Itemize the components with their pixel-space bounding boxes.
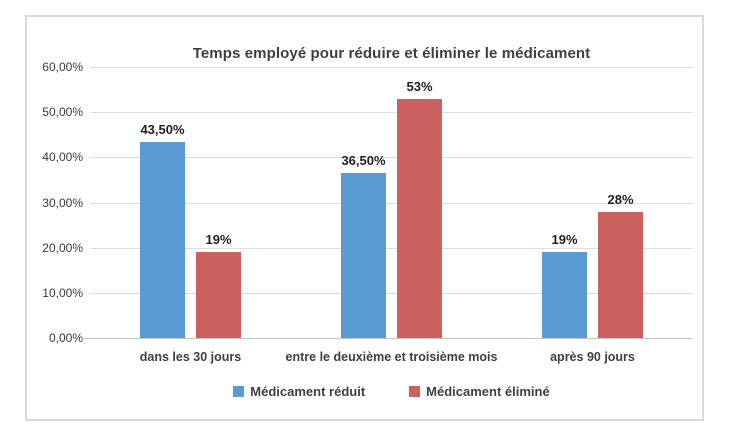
gridline-40 — [90, 157, 693, 159]
legend-label: Médicament réduit — [250, 384, 366, 399]
category-label: après 90 jours — [550, 350, 635, 364]
bar-series1-group2 — [341, 173, 386, 338]
legend-swatch-icon — [409, 386, 421, 397]
category-label: entre le deuxième et troisième mois — [285, 350, 498, 364]
legend-swatch-icon — [233, 386, 245, 397]
bar-series1-group3 — [542, 252, 587, 338]
gridline-10 — [90, 292, 693, 294]
legend: Médicament réduit Médicament éliminé — [90, 384, 693, 399]
legend-label: Médicament éliminé — [426, 384, 550, 399]
legend-item-2: Médicament éliminé — [409, 384, 550, 399]
legend-item-1: Médicament réduit — [233, 384, 365, 399]
x-axis-line — [82, 338, 693, 339]
y-tick-label: 50,00% — [42, 105, 83, 120]
bar-series1-group1 — [140, 141, 185, 338]
gridline-30 — [90, 202, 693, 204]
gridline-20 — [90, 247, 693, 249]
plot-area: 0,00% 10,00% 20,00% 30,00% 40,00% 50,00% 60,00… — [42, 60, 693, 364]
y-tick-label: 30,00% — [42, 195, 83, 210]
data-label: 43,50% — [140, 121, 185, 137]
y-tick-label: 0,00% — [48, 331, 83, 345]
y-tick-label: 20,00% — [42, 240, 83, 255]
data-label: 19% — [205, 232, 232, 248]
gridline-60 — [90, 67, 693, 68]
data-label: 36,50% — [341, 153, 386, 169]
data-label: 28% — [607, 191, 634, 207]
y-tick-label: 10,00% — [42, 285, 83, 300]
category-label: dans les 30 jours — [139, 350, 242, 364]
gridline-50 — [90, 112, 693, 114]
chart-frame: Temps employé pour réduire et éliminer l… — [25, 15, 704, 421]
y-tick-label: 40,00% — [42, 150, 83, 165]
data-label: 19% — [551, 232, 578, 248]
bar-series2-group1 — [196, 252, 241, 338]
bar-series2-group2 — [397, 98, 442, 338]
data-label: 53% — [406, 78, 433, 94]
chart-title: Temps employé pour réduire et éliminer l… — [192, 45, 591, 62]
bar-series2-group3 — [598, 211, 643, 338]
y-tick-label: 60,00% — [42, 60, 83, 74]
